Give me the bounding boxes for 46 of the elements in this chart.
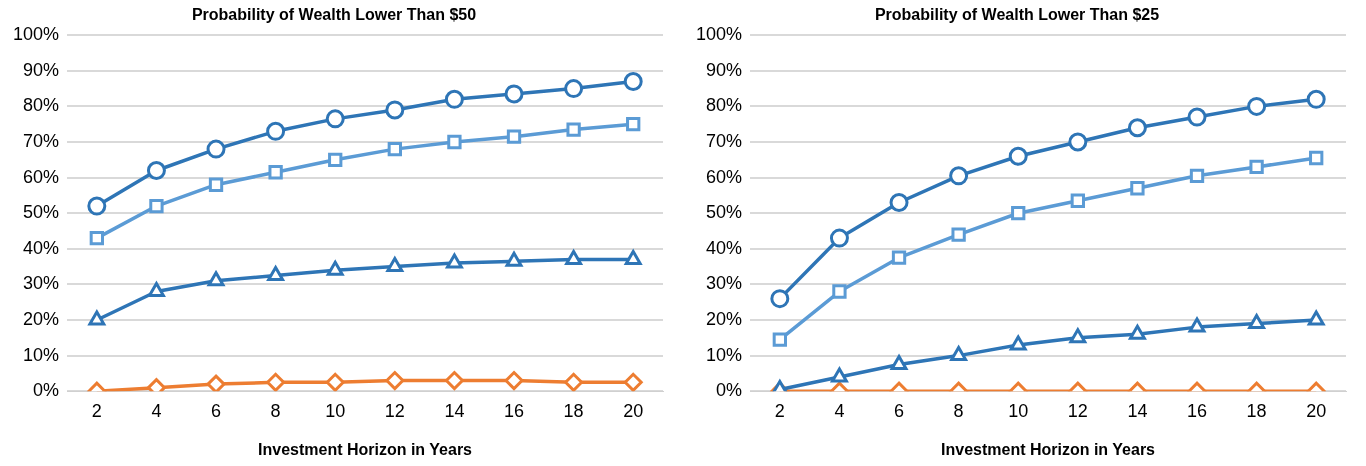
y-tick-label: 80% — [23, 95, 60, 116]
y-tick-label: 90% — [23, 59, 60, 80]
x-tick-label: 10 — [1008, 400, 1029, 421]
x-tick-label: 14 — [1127, 400, 1148, 421]
x-axis-title: Investment Horizon in Years — [258, 440, 473, 458]
x-axis-title: Investment Horizon in Years — [941, 440, 1156, 458]
x-tick-label: 2 — [91, 400, 102, 421]
y-tick-label: 20% — [706, 308, 743, 329]
x-tick-label: 12 — [384, 400, 405, 421]
y-tick-label: 0% — [716, 380, 743, 401]
y-tick-label: 50% — [706, 202, 743, 223]
chart-title: Probability of Wealth Lower Than $25 — [874, 6, 1160, 24]
x-tick-label: 2 — [774, 400, 785, 421]
x-tick-label: 4 — [151, 400, 162, 421]
y-tick-label: 10% — [23, 344, 60, 365]
x-tick-label: 18 — [563, 400, 584, 421]
y-tick-label: 20% — [23, 308, 60, 329]
x-tick-label: 6 — [894, 400, 905, 421]
y-tick-label: 60% — [23, 166, 60, 187]
y-tick-label: 40% — [23, 237, 60, 258]
y-tick-label: 50% — [23, 202, 60, 223]
x-tick-label: 8 — [270, 400, 281, 421]
x-tick-label: 8 — [953, 400, 964, 421]
y-tick-label: 30% — [706, 273, 743, 294]
y-tick-label: 100% — [695, 24, 743, 45]
y-tick-label: 80% — [706, 95, 743, 116]
x-tick-label: 10 — [325, 400, 346, 421]
chart-title: Probability of Wealth Lower Than $50 — [191, 6, 477, 24]
y-tick-label: 10% — [706, 344, 743, 365]
x-tick-label: 20 — [623, 400, 644, 421]
y-tick-label: 70% — [23, 130, 60, 151]
y-tick-label: 30% — [23, 273, 60, 294]
y-tick-label: 100% — [12, 24, 60, 45]
y-tick-label: 40% — [706, 237, 743, 258]
y-tick-label: 90% — [706, 59, 743, 80]
y-tick-label: 60% — [706, 166, 743, 187]
y-tick-label: 0% — [33, 380, 60, 401]
y-tick-label: 70% — [706, 130, 743, 151]
x-tick-label: 4 — [834, 400, 845, 421]
x-tick-label: 14 — [444, 400, 465, 421]
x-tick-label: 6 — [211, 400, 222, 421]
x-tick-label: 16 — [1186, 400, 1208, 421]
x-tick-label: 16 — [503, 400, 525, 421]
x-tick-label: 20 — [1306, 400, 1327, 421]
x-tick-label: 12 — [1067, 400, 1088, 421]
x-tick-label: 18 — [1246, 400, 1267, 421]
